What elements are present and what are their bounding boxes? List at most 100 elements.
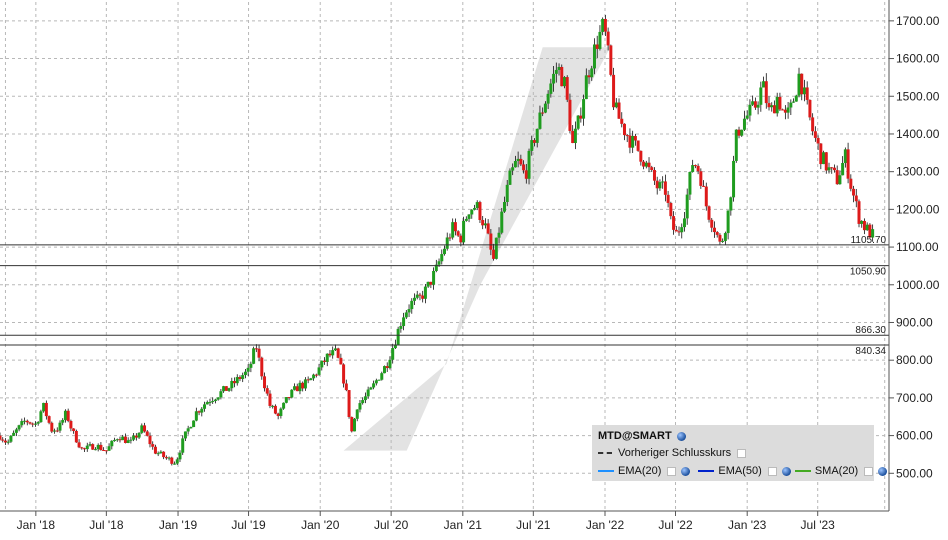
candle-up: [434, 264, 438, 271]
candle-up: [497, 232, 501, 238]
candle-up: [85, 445, 89, 450]
candle-down: [718, 234, 722, 242]
candle-up: [383, 366, 387, 374]
legend-ema20: EMA(20): [618, 465, 662, 477]
y-tick-label: 500.00: [896, 466, 933, 480]
candle-up: [358, 403, 362, 410]
candle-up: [173, 463, 177, 465]
candle-down: [639, 150, 643, 162]
candle-up: [167, 457, 171, 459]
candle-up: [770, 105, 774, 108]
x-tick-label: Jan '21: [444, 518, 483, 532]
candle-up: [36, 422, 40, 424]
candle-up: [723, 233, 727, 241]
price-level-label: 1050.90: [850, 267, 887, 278]
candle-up: [407, 309, 411, 313]
candle-down: [868, 224, 872, 238]
candle-down: [118, 439, 122, 441]
candle-down: [459, 235, 463, 243]
candle-down: [778, 96, 782, 110]
candle-up: [691, 165, 695, 172]
candle-up: [159, 451, 163, 454]
candle-up: [729, 197, 733, 211]
candle-down: [99, 444, 103, 450]
candle-down: [772, 105, 776, 114]
candle-up: [554, 69, 558, 74]
candle-down: [642, 161, 646, 167]
candle-down: [492, 249, 496, 259]
candle-up: [437, 261, 441, 265]
candle-up: [391, 348, 395, 360]
globe-icon[interactable]: [681, 466, 691, 476]
candle-down: [532, 140, 536, 143]
candle-up: [213, 399, 217, 401]
candle-down: [702, 185, 706, 187]
candle-down: [314, 374, 318, 376]
candle-down: [622, 123, 626, 136]
candle-down: [347, 390, 351, 417]
candle-down: [647, 162, 651, 168]
candle-up: [208, 401, 212, 403]
candle-up: [451, 222, 455, 238]
candle-down: [595, 44, 599, 49]
candle-up: [96, 444, 100, 450]
candle-up: [472, 208, 476, 210]
candle-up: [369, 387, 373, 390]
candle-down: [489, 233, 493, 250]
candle-down: [50, 422, 54, 432]
candle-down: [328, 353, 332, 356]
candle-up: [871, 229, 875, 238]
globe-icon[interactable]: [878, 466, 888, 476]
candle-up: [549, 83, 553, 94]
candle-up: [467, 214, 471, 219]
candle-down: [669, 202, 673, 217]
y-tick-label: 1100.00: [896, 240, 939, 254]
x-tick-label: Jul '23: [801, 518, 836, 532]
globe-icon[interactable]: [676, 431, 686, 441]
candle-up: [410, 300, 414, 310]
candle-down: [134, 435, 138, 438]
candle-up: [121, 436, 125, 441]
candle-down: [560, 66, 564, 87]
checkbox[interactable]: [864, 466, 874, 476]
candle-up: [464, 218, 468, 221]
x-tick-label: Jan '19: [159, 518, 198, 532]
candle-up: [792, 101, 796, 103]
candle-up: [584, 75, 588, 100]
checkbox[interactable]: [767, 466, 777, 476]
checkbox[interactable]: [667, 466, 677, 476]
candle-up: [189, 427, 193, 429]
candle-up: [762, 81, 766, 88]
candle-up: [20, 421, 24, 426]
candle-down: [0, 435, 2, 440]
candle-down: [846, 149, 850, 179]
globe-icon[interactable]: [781, 466, 791, 476]
candle-down: [3, 440, 7, 443]
candle-up: [137, 432, 141, 438]
candle-up: [546, 93, 550, 104]
candle-down: [25, 420, 29, 423]
candle-up: [243, 371, 247, 376]
candle-down: [254, 348, 258, 350]
y-tick-label: 800.00: [896, 353, 933, 367]
candle-down: [268, 393, 272, 406]
candle-down: [287, 397, 291, 399]
checkbox[interactable]: [737, 448, 747, 458]
candle-down: [800, 73, 804, 95]
candle-up: [759, 87, 763, 105]
candle-down: [524, 170, 528, 179]
candle-down: [811, 117, 815, 132]
candle-up: [183, 431, 187, 439]
candle-down: [224, 386, 228, 391]
candle-up: [61, 419, 65, 423]
candle-down: [805, 87, 809, 100]
candle-up: [126, 440, 130, 443]
candle-up: [42, 402, 46, 412]
candle-up: [249, 363, 253, 368]
candle-down: [677, 231, 681, 233]
candle-up: [23, 420, 27, 422]
candle-down: [80, 447, 84, 449]
candle-up: [282, 402, 286, 409]
candle-up: [222, 386, 226, 392]
candle-up: [200, 408, 204, 413]
